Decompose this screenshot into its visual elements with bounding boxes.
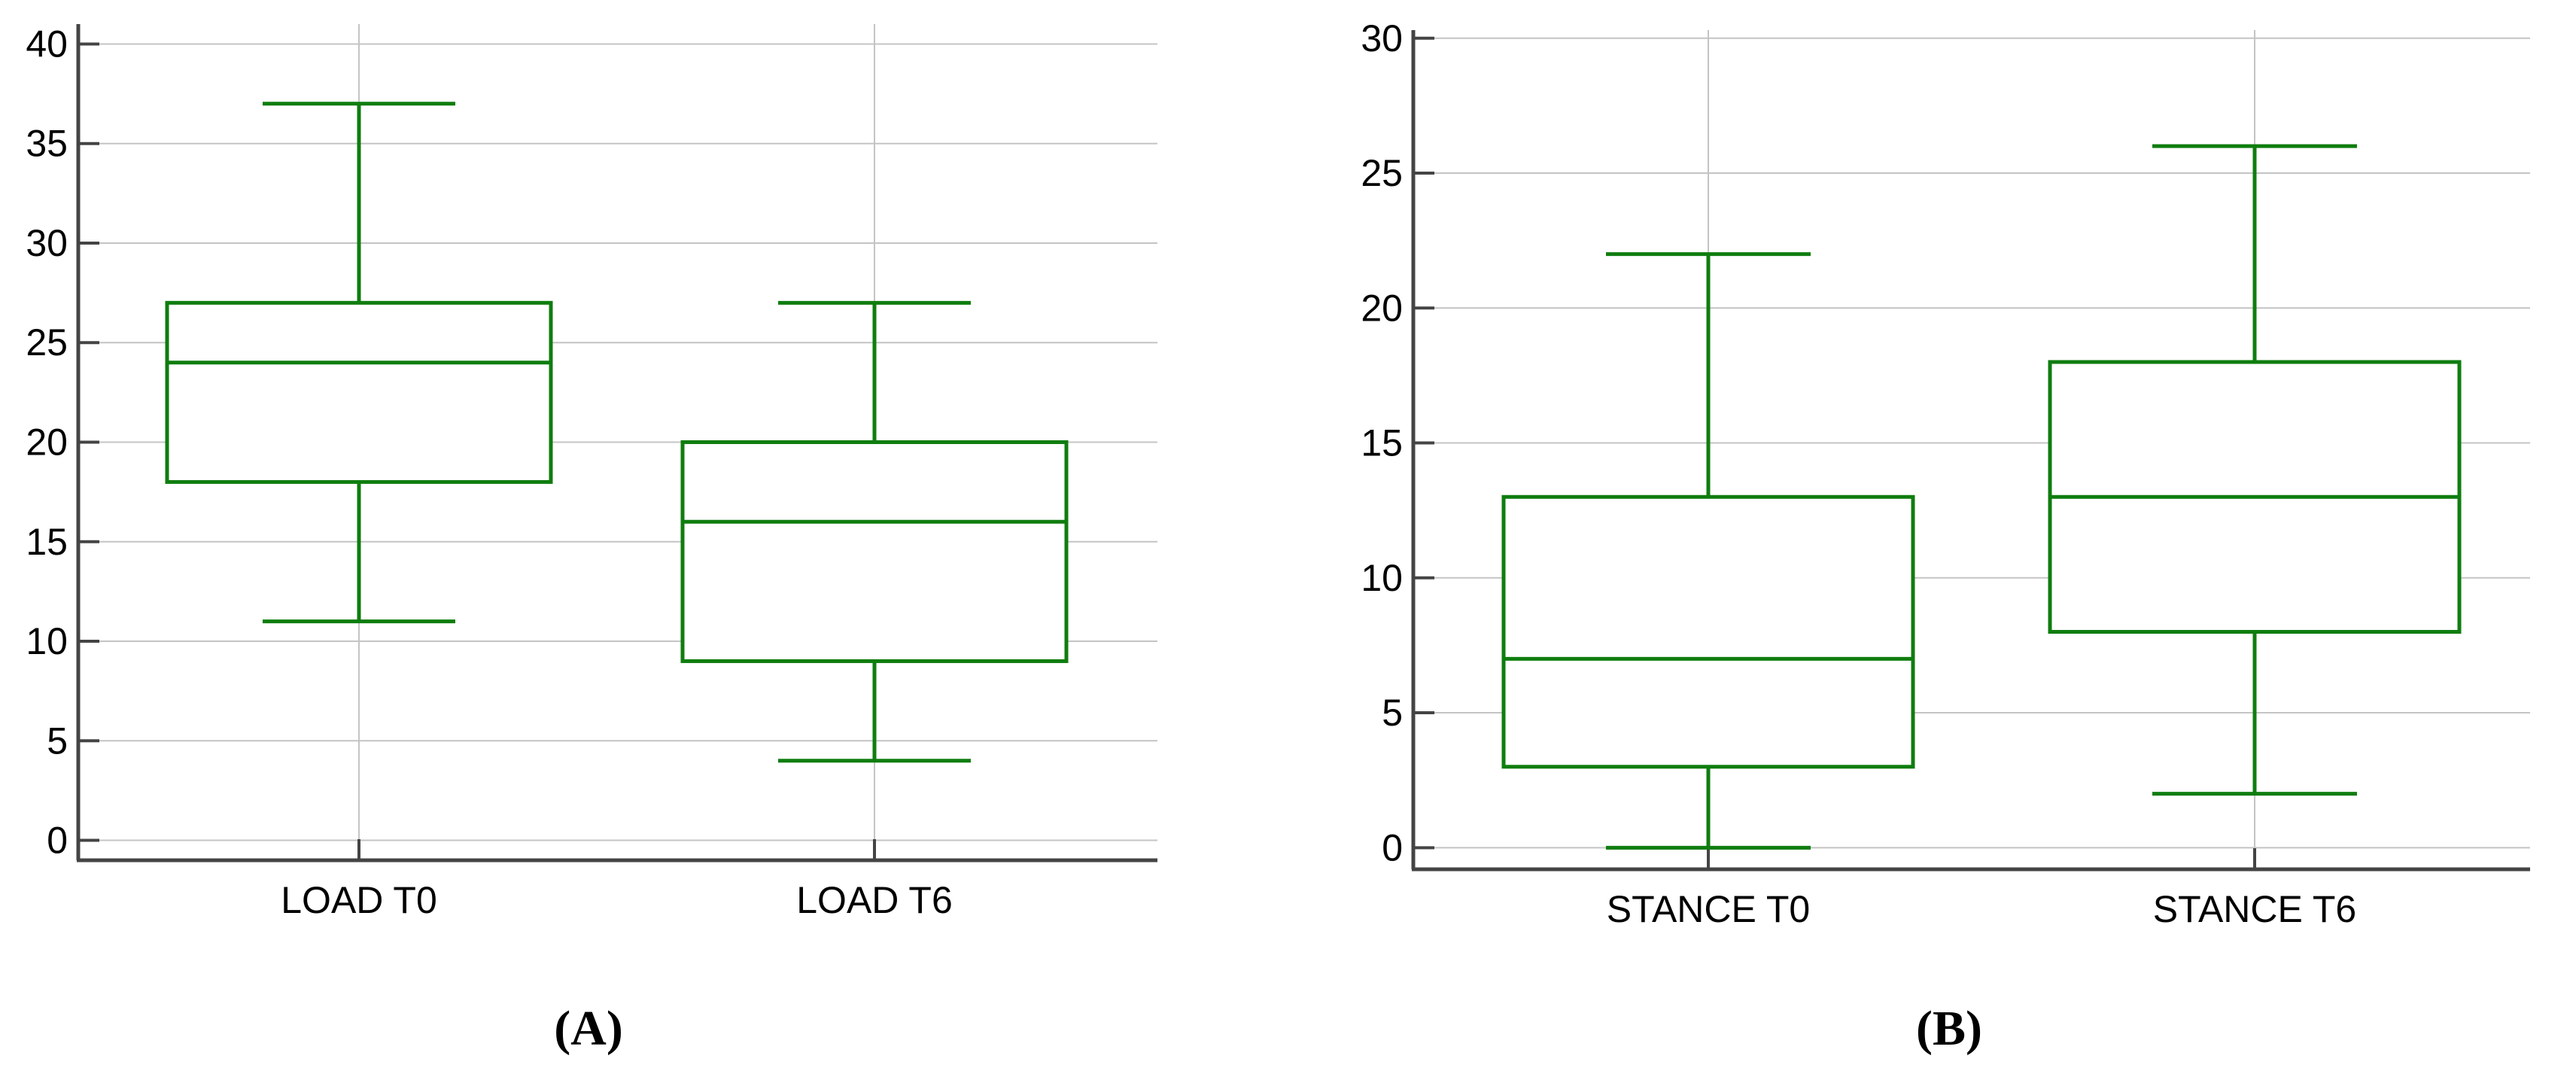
y-tick-label: 30 <box>1361 17 1403 59</box>
y-tick-label: 5 <box>47 720 68 762</box>
y-tick-label: 20 <box>26 421 68 464</box>
panel-a-boxplot: 0 5 10 15 20 25 30 35 40 LOAD T0 LOAD T6 (A) <box>26 23 1157 1056</box>
x-tick-label: STANCE T6 <box>2153 888 2356 930</box>
y-tick-label: 15 <box>26 521 68 563</box>
box-1 <box>2048 144 2462 796</box>
interquartile-box <box>165 300 553 484</box>
panel-label: (B) <box>1916 1001 1982 1056</box>
y-tick-label: 15 <box>1361 422 1403 464</box>
y-tick-label: 20 <box>1361 287 1403 329</box>
box-0 <box>165 102 553 624</box>
y-tick-label: 10 <box>1361 557 1403 599</box>
panel-b-boxplot: 0 5 10 15 20 25 30 STANCE T0 STANCE T6 (B) <box>1361 17 2530 1056</box>
y-tick-label: 40 <box>26 23 68 65</box>
x-tick-label: LOAD T6 <box>796 879 953 921</box>
x-tick-label: LOAD T0 <box>281 879 437 921</box>
panel-label: (A) <box>554 1001 623 1056</box>
y-tick-label: 25 <box>1361 152 1403 194</box>
box-0 <box>1501 252 1915 850</box>
y-tick-label: 10 <box>26 620 68 662</box>
y-tick-label: 5 <box>1382 692 1403 734</box>
x-tick-label: STANCE T0 <box>1607 888 1810 930</box>
y-tick-label: 25 <box>26 321 68 364</box>
y-tick-label: 0 <box>1382 826 1403 869</box>
interquartile-box <box>1501 494 1915 769</box>
box-1 <box>680 300 1069 763</box>
y-tick-label: 35 <box>26 123 68 165</box>
y-tick-label: 0 <box>47 820 68 862</box>
interquartile-box <box>680 440 1069 663</box>
y-tick-label: 30 <box>26 222 68 264</box>
